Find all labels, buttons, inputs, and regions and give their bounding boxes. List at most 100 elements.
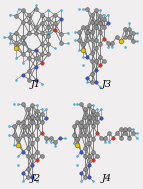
Point: [72, 133, 75, 136]
Point: [84, 133, 87, 136]
Point: [9, 13, 11, 16]
Point: [96, 155, 98, 158]
Point: [31, 121, 33, 124]
Point: [36, 138, 38, 141]
Point: [45, 108, 47, 111]
Point: [26, 176, 29, 179]
Point: [108, 140, 110, 143]
Point: [78, 7, 80, 10]
Point: [28, 70, 30, 73]
Point: [15, 47, 17, 50]
Point: [15, 57, 17, 60]
Point: [72, 133, 75, 136]
Point: [103, 26, 105, 29]
Point: [17, 102, 20, 105]
Point: [36, 125, 38, 128]
Point: [116, 132, 118, 135]
Point: [76, 102, 79, 105]
Point: [107, 41, 109, 44]
Point: [9, 41, 11, 44]
Point: [40, 155, 43, 158]
Point: [22, 41, 24, 44]
Point: [28, 78, 30, 81]
Point: [86, 39, 89, 42]
Point: [72, 125, 75, 128]
Point: [31, 115, 33, 118]
Point: [95, 39, 97, 42]
Point: [54, 47, 56, 50]
Point: [128, 128, 130, 131]
Point: [103, 60, 105, 63]
Point: [60, 17, 62, 20]
Point: [91, 13, 93, 16]
Point: [91, 30, 93, 33]
Point: [41, 61, 43, 64]
Point: [78, 39, 80, 42]
Point: [36, 104, 38, 107]
Point: [17, 7, 20, 10]
Point: [41, 43, 43, 46]
Point: [34, 26, 37, 29]
Point: [66, 31, 69, 34]
Point: [36, 159, 38, 162]
Point: [84, 146, 87, 149]
Point: [60, 41, 62, 44]
Point: [84, 115, 87, 118]
Text: J2: J2: [31, 174, 41, 184]
Point: [34, 7, 37, 10]
Point: [96, 121, 98, 124]
Point: [91, 60, 93, 63]
Point: [24, 41, 26, 44]
Point: [99, 55, 101, 58]
Point: [63, 136, 66, 139]
Point: [88, 121, 91, 124]
Point: [26, 133, 29, 136]
Point: [82, 64, 84, 67]
Point: [54, 140, 56, 143]
Point: [59, 136, 61, 139]
Point: [40, 108, 43, 111]
Point: [22, 171, 24, 174]
Point: [74, 30, 76, 33]
Point: [36, 116, 38, 119]
Point: [115, 36, 118, 39]
Point: [86, 7, 89, 10]
Point: [76, 163, 79, 166]
Point: [82, 26, 84, 29]
Point: [22, 53, 24, 56]
Point: [47, 53, 49, 56]
Point: [26, 146, 29, 149]
Point: [22, 20, 24, 23]
Point: [8, 125, 10, 128]
Point: [107, 22, 109, 25]
Point: [28, 57, 30, 60]
Point: [111, 46, 114, 49]
Point: [82, 48, 84, 51]
Point: [9, 36, 11, 39]
Point: [9, 31, 11, 34]
Point: [99, 85, 101, 88]
Point: [88, 142, 91, 145]
Point: [99, 43, 101, 46]
Point: [17, 163, 20, 166]
Point: [80, 171, 83, 174]
Point: [84, 155, 87, 158]
Point: [95, 81, 97, 84]
Point: [40, 132, 43, 135]
Point: [60, 9, 62, 12]
Point: [41, 22, 43, 25]
Point: [132, 132, 134, 135]
Point: [80, 121, 83, 124]
Point: [15, 15, 17, 18]
Point: [45, 136, 47, 139]
Point: [96, 108, 98, 111]
Point: [22, 150, 24, 153]
Point: [124, 27, 126, 30]
Point: [95, 20, 97, 23]
Point: [26, 155, 29, 158]
Point: [95, 26, 97, 29]
Point: [50, 140, 52, 143]
Point: [22, 125, 24, 128]
Point: [99, 15, 101, 18]
Point: [91, 81, 93, 84]
